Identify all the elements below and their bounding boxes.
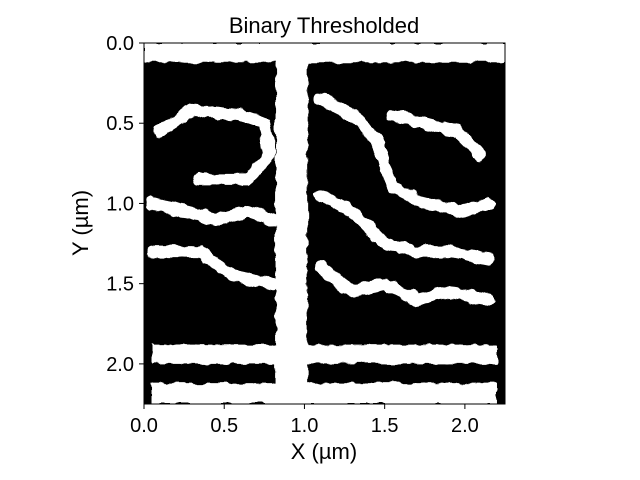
x-tick-label: 2.0: [451, 415, 479, 437]
mask-region: [144, 43, 505, 63]
mask-region: [314, 93, 495, 218]
mask-region: [152, 344, 497, 364]
x-tick-label: 1.0: [291, 415, 319, 437]
x-tick-label: 0.0: [130, 415, 158, 437]
mask-region: [154, 104, 276, 186]
y-tick-label: 0.5: [106, 113, 134, 135]
mask-region: [146, 245, 279, 290]
x-axis: 0.0 0.5 1.0 1.5 2.0: [130, 404, 479, 437]
y-axis-label: Y (µm): [68, 190, 93, 256]
axes-frame: [143, 42, 506, 405]
mask-region: [146, 197, 279, 226]
mask-region: [275, 43, 308, 404]
x-axis-label: X (µm): [291, 439, 357, 464]
y-tick-label: 2.0: [106, 354, 134, 376]
threshold-mask: [144, 43, 505, 404]
y-axis: 0.0 0.5 1.0 1.5 2.0: [106, 33, 144, 376]
y-tick-label: 1.5: [106, 274, 134, 296]
x-tick-label: 1.5: [371, 415, 399, 437]
chart-title: Binary Thresholded: [229, 13, 419, 38]
y-tick-label: 1.0: [106, 193, 134, 215]
plot-area: [144, 43, 505, 404]
x-tick-label: 0.5: [210, 415, 238, 437]
y-tick-label: 0.0: [106, 33, 134, 55]
mask-region: [152, 383, 497, 404]
mask-region: [314, 189, 495, 266]
mask-region: [314, 261, 495, 306]
mask-region: [386, 109, 487, 162]
